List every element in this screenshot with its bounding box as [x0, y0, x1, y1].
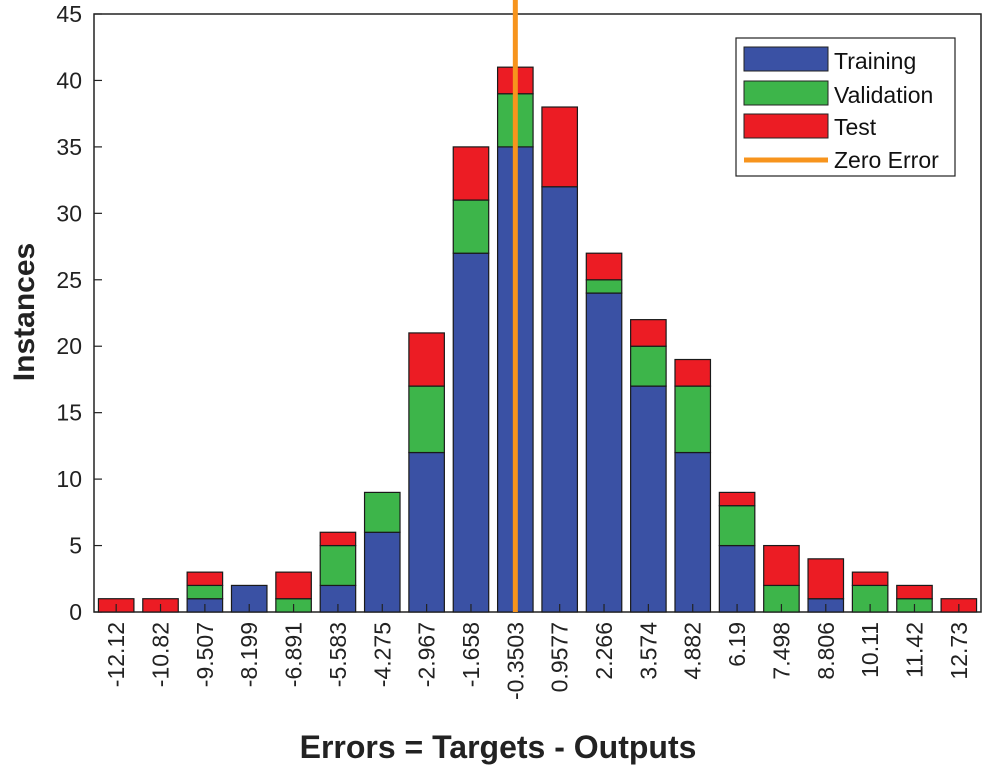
bar-test-7	[408, 332, 445, 387]
bar-test-8	[452, 146, 490, 201]
bar-test-17	[851, 571, 889, 587]
x-tick-label: -9.507	[192, 622, 218, 687]
x-tick-label: 2.266	[591, 622, 617, 680]
y-tick-label: 20	[56, 333, 82, 359]
bar-training-10	[541, 186, 579, 613]
bar-training-8	[452, 252, 490, 613]
bar-validation-11	[585, 279, 623, 294]
bar-training-14	[718, 544, 756, 613]
bar-test-10	[541, 106, 579, 188]
x-axis-ticks: -12.12 -10.82 -9.507 -8.199 -6.891 -5.583 -4.2…	[103, 604, 972, 700]
y-tick-label: 45	[56, 1, 82, 27]
bar-test-14	[718, 491, 756, 507]
bar-test-15	[763, 544, 800, 587]
bar-training-6	[363, 531, 401, 613]
x-tick-label: 8.806	[813, 622, 839, 680]
x-tick-label: -5.583	[325, 622, 351, 687]
bar-validation-5	[319, 544, 357, 587]
bar-test-2	[186, 571, 224, 587]
x-tick-label: -12.12	[103, 622, 129, 687]
bar-validation-13	[674, 385, 712, 454]
bar-validation-8	[452, 199, 490, 254]
legend-label-test: Test	[834, 114, 877, 140]
legend-swatch-training	[743, 46, 829, 72]
bar-test-5	[319, 531, 357, 547]
y-tick-label: 25	[56, 267, 82, 293]
y-tick-label: 35	[56, 134, 82, 160]
y-axis-title: Instances	[8, 243, 41, 381]
legend-label-zero-error: Zero Error	[834, 147, 939, 173]
bar-validation-7	[408, 385, 445, 454]
bar-validation-6	[363, 491, 401, 533]
x-tick-label: -0.3503	[502, 622, 528, 700]
legend-label-training: Training	[834, 48, 916, 74]
bar-training-11	[585, 292, 623, 613]
bar-test-13	[674, 358, 712, 387]
y-tick-label: 15	[56, 400, 82, 426]
bar-test-11	[585, 252, 623, 281]
bar-test-4	[275, 571, 312, 600]
y-tick-label: 5	[69, 533, 82, 559]
y-tick-label: 30	[56, 200, 82, 226]
bar-test-12	[630, 319, 667, 347]
x-tick-label: -6.891	[281, 622, 307, 687]
x-tick-label: 6.19	[724, 622, 750, 667]
y-tick-label: 10	[56, 466, 82, 492]
histogram-bars	[97, 66, 978, 613]
x-tick-label: -2.967	[414, 622, 440, 687]
x-tick-label: -8.199	[236, 622, 262, 687]
y-tick-label: 0	[69, 599, 82, 625]
bar-training-12	[630, 385, 667, 613]
x-tick-label: -1.658	[458, 622, 484, 687]
x-tick-label: 4.882	[680, 622, 706, 680]
bar-training-7	[408, 451, 445, 613]
legend-swatch-validation	[743, 80, 829, 106]
y-axis-ticks: 0 5 10 15 20 25 30 35 40 45	[56, 1, 102, 625]
y-tick-label: 40	[56, 67, 82, 93]
legend: Training Validation Test Zero Error	[735, 37, 956, 177]
bar-training-13	[674, 451, 712, 613]
x-tick-label: 3.574	[635, 622, 661, 680]
x-tick-label: 11.42	[901, 622, 927, 678]
bar-validation-2	[186, 584, 224, 600]
legend-swatch-test	[743, 113, 829, 139]
x-axis-title: Errors = Targets - Outputs	[300, 729, 697, 765]
bar-test-18	[896, 584, 933, 600]
x-tick-label: -10.82	[148, 622, 174, 687]
bar-validation-14	[718, 505, 756, 547]
x-tick-label: -4.275	[369, 622, 395, 687]
bar-validation-12	[630, 345, 667, 387]
x-tick-label: 10.11	[857, 622, 883, 678]
bar-test-16	[807, 558, 845, 600]
x-tick-label: 12.73	[946, 622, 972, 680]
x-tick-label: 0.9577	[547, 622, 573, 692]
x-tick-label: 7.498	[768, 622, 794, 680]
legend-label-validation: Validation	[834, 82, 933, 108]
